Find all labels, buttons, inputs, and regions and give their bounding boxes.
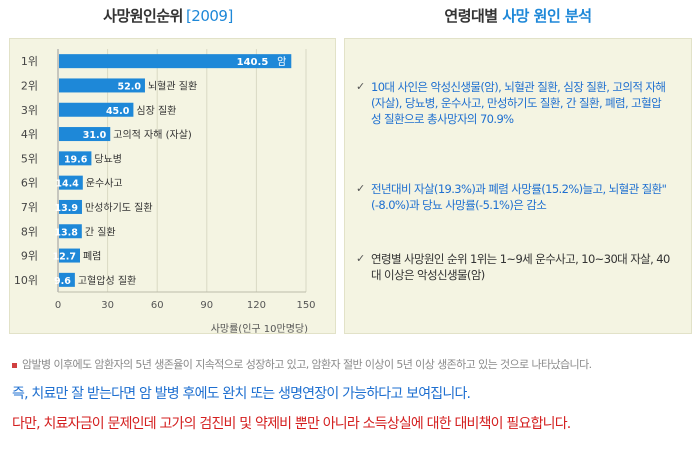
bar [59,248,80,263]
chart-title-text: 사망원인순위 [103,7,183,25]
chart-panel: 1위 140.5 암 2위 52.0 뇌혈관 질환 3위 45.0 심장 질환 4위 31.0 고의적… [9,38,336,335]
rank-label: 6위 [21,177,38,190]
rank-label: 2위 [21,79,38,92]
analysis-item-text: 연령별 사망원인 순위 1위는 1~9세 운수사고, 10~30대 자살, 40… [371,252,670,282]
analysis-item-text: 10대 사인은 악성신생물(암), 뇌혈관 질환, 심장 질환, 고의적 자해(… [371,80,666,126]
chart-title: 사망원인순위 [2009] [0,5,336,26]
bar [59,102,134,117]
check-icon: ✓ [356,252,365,265]
bar [59,151,92,166]
value-label: 19.6 [64,154,88,165]
x-tick-label: 0 [55,300,61,311]
analysis-title-text: 연령대별 [444,7,503,25]
bar [59,199,82,214]
bar [59,127,111,142]
x-tick-label: 60 [151,300,164,311]
value-label: 45.0 [106,106,130,117]
x-tick-label: 120 [247,300,266,311]
category-label: 당뇨병 [94,153,122,165]
value-label: 13.9 [55,203,78,214]
check-icon: ✓ [356,80,365,93]
x-axis-label: 사망률(인구 10만명당) [211,323,308,335]
bar [59,175,83,190]
footnote-text: 암발병 이후에도 암환자의 5년 생존율이 지속적으로 성장하고 있고, 암환자… [22,358,592,371]
footnote: 암발병 이후에도 암환자의 5년 생존율이 지속적으로 성장하고 있고, 암환자… [12,356,592,372]
analysis-item-age: ✓ 연령별 사망원인 순위 1위는 1~9세 운수사고, 10~30대 자살, … [356,251,671,283]
bar-chart: 1위 140.5 암 2위 52.0 뇌혈관 질환 3위 45.0 심장 질환 4위 31.0 고의적… [14,49,316,335]
value-label: 13.8 [54,227,78,238]
x-tick-label: 30 [101,300,114,311]
analysis-title-accent: 사망 원인 분석 [502,7,592,25]
category-label: 고의적 자해 (자살) [113,128,192,141]
value-label: 14.4 [55,179,79,190]
analysis-item-top10: ✓ 10대 사인은 악성신생물(암), 뇌혈관 질환, 심장 질환, 고의적 자… [356,79,671,127]
category-label: 폐렴 [83,250,101,263]
category-label: 만성하기도 질환 [85,201,153,214]
bar [59,224,82,239]
bar [59,78,145,93]
rank-label: 4위 [21,128,38,141]
rank-label: 9위 [21,250,38,263]
category-label: 암 [277,56,286,68]
category-label: 운수사고 [86,178,123,190]
value-label: 52.0 [118,81,142,92]
x-tick-label: 90 [200,300,213,311]
message-red: 다만, 치료자금이 문제인데 고가의 검진비 및 약제비 뿐만 아니라 소득상실… [12,416,571,432]
value-label: 140.5 [237,57,269,68]
category-label: 고혈압성 질환 [78,274,136,287]
x-tick-label: 150 [296,300,315,311]
rank-label: 7위 [21,201,38,214]
category-label: 뇌혈관 질환 [148,79,197,92]
message-blue: 즉, 치료만 잘 받는다면 암 발병 후에도 완치 또는 생명연장이 가능하다고… [12,386,471,402]
value-label: 31.0 [83,130,107,141]
bullet-square-icon [12,362,17,368]
rank-label: 1위 [21,55,38,68]
chart-year: [2009] [185,7,233,25]
value-label: 12.7 [53,252,76,263]
rank-label: 3위 [21,104,38,117]
bar [59,272,75,287]
rank-label: 5위 [21,152,38,165]
category-label: 간 질환 [85,226,116,238]
check-icon: ✓ [356,182,365,195]
value-label: 9.6 [54,276,71,287]
analysis-item-change: ✓ 전년대비 자살(19.3%)과 폐렴 사망률(15.2%)늘고, 뇌혈관 질… [356,181,671,213]
category-label: 심장 질환 [136,105,176,117]
analysis-panel: ✓ 10대 사인은 악성신생물(암), 뇌혈관 질환, 심장 질환, 고의적 자… [344,38,692,334]
rank-label: 8위 [21,225,38,238]
rank-label: 10위 [14,274,38,287]
analysis-title: 연령대별 사망 원인 분석 [344,5,692,26]
bar [59,54,292,69]
analysis-item-text: 전년대비 자살(19.3%)과 폐렴 사망률(15.2%)늘고, 뇌혈관 질환"… [371,182,667,212]
